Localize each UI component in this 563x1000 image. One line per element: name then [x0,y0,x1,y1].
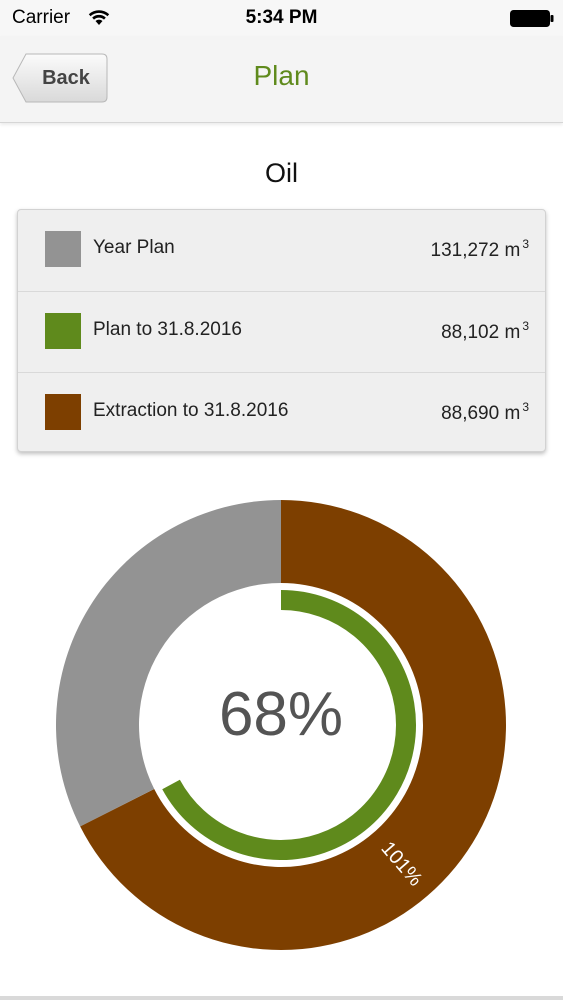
page-title: Plan [253,60,310,91]
status-time: 5:34 PM [245,7,318,28]
year-plan-swatch [45,231,81,267]
inner-progress-arc [162,590,416,860]
back-button-shape [12,53,108,103]
donut-chart: 101% [55,500,506,950]
battery-icon [510,10,554,27]
bottom-divider [0,996,563,1000]
wifi-icon [88,10,110,25]
legend-label: Year Plan [93,237,175,258]
status-bar: Carrier 5:34 PM [0,0,563,36]
center-percent-label: 68% [218,680,344,749]
back-label: Back [42,67,90,89]
section-title: Oil [265,158,298,188]
legend-label: Plan to 31.8.2016 [93,319,242,340]
legend-label: Extraction to 31.8.2016 [93,400,289,421]
extraction-swatch [45,394,81,430]
back-button[interactable]: Back [12,53,108,103]
navigation-bar: Back Plan [0,36,563,123]
outer-slice-extraction-to-31-8-2016 [80,500,506,950]
outer-slice-year-plan [55,500,282,827]
carrier-label: Carrier [12,7,71,28]
plan-swatch [45,313,81,349]
